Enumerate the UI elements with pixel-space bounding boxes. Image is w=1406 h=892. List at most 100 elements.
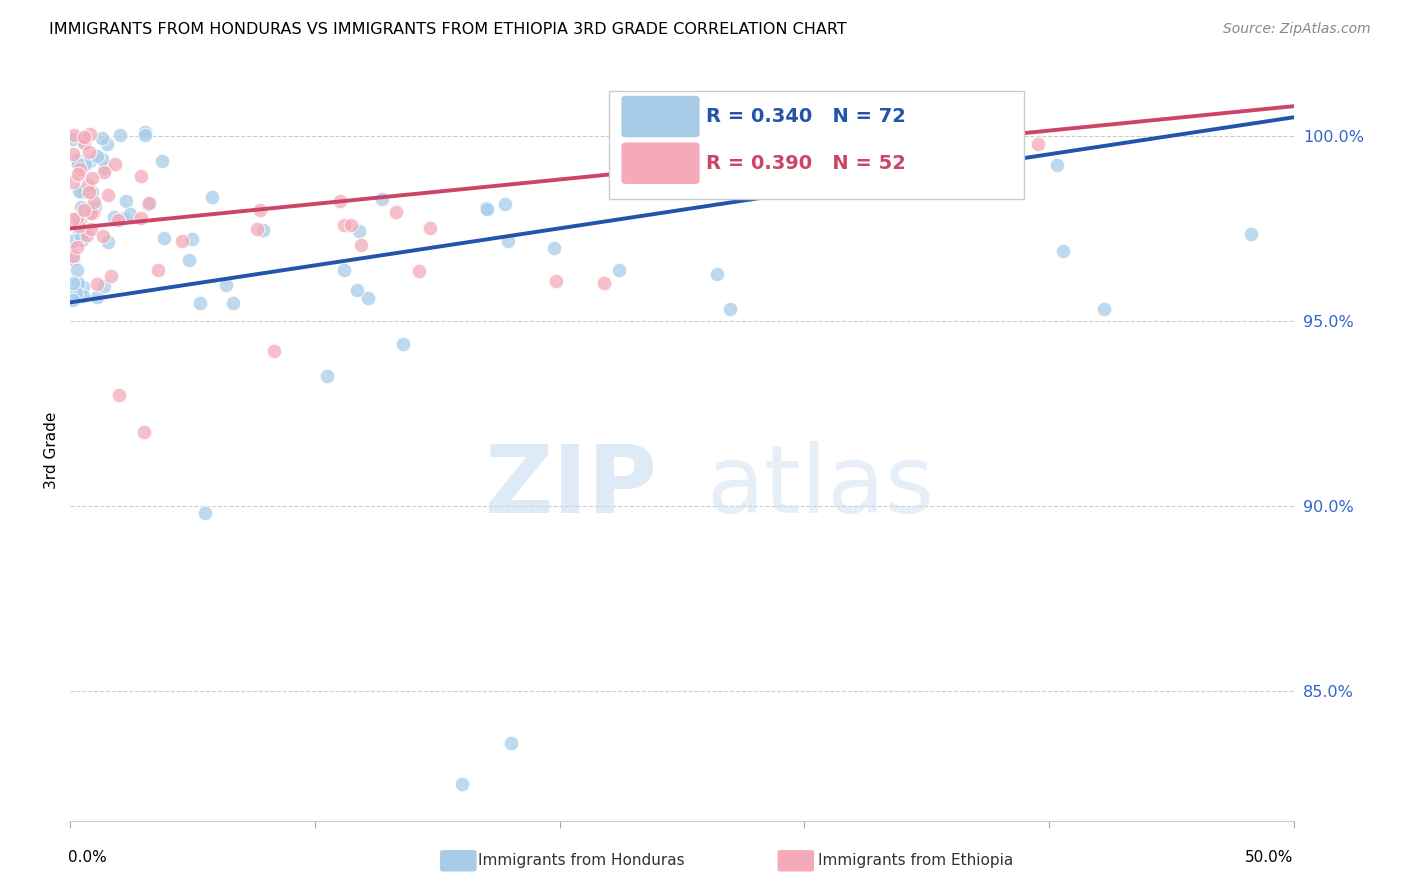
Point — [66, 211, 89, 225]
Point — [108, 128, 131, 142]
Point — [79, 205, 101, 219]
Point — [172, 234, 194, 248]
Y-axis label: 3rd Grade: 3rd Grade — [44, 412, 59, 489]
Point — [67, 226, 90, 240]
FancyBboxPatch shape — [609, 91, 1025, 199]
Point — [66, 262, 89, 277]
Point — [80, 170, 103, 185]
Point — [249, 203, 271, 218]
Point — [72, 289, 94, 303]
Point — [496, 234, 519, 248]
Point — [90, 131, 112, 145]
Point — [391, 337, 413, 351]
Point — [66, 157, 89, 171]
Point — [91, 152, 114, 166]
Point — [1092, 302, 1115, 317]
Text: IMMIGRANTS FROM HONDURAS VS IMMIGRANTS FROM ETHIOPIA 3RD GRADE CORRELATION CHART: IMMIGRANTS FROM HONDURAS VS IMMIGRANTS F… — [49, 22, 846, 37]
Point — [73, 130, 96, 145]
Point — [136, 197, 159, 211]
Point — [112, 211, 135, 225]
Point — [62, 212, 84, 227]
FancyBboxPatch shape — [621, 95, 700, 138]
Point — [332, 219, 354, 233]
Point — [706, 268, 728, 282]
Point — [80, 186, 103, 200]
Point — [93, 279, 115, 293]
Point — [499, 736, 522, 750]
Point — [150, 153, 173, 168]
Point — [65, 286, 87, 301]
Point — [100, 268, 122, 283]
Point — [86, 148, 108, 162]
Point — [73, 157, 96, 171]
Point — [340, 218, 363, 232]
Point — [96, 136, 118, 151]
Point — [419, 221, 441, 235]
Point — [875, 134, 897, 148]
Text: Immigrants from Honduras: Immigrants from Honduras — [478, 854, 685, 868]
Point — [93, 165, 115, 179]
Point — [181, 232, 204, 246]
Point — [69, 213, 91, 227]
Point — [73, 203, 96, 218]
Point — [70, 185, 93, 199]
Point — [1046, 158, 1069, 172]
Text: R = 0.340   N = 72: R = 0.340 N = 72 — [706, 107, 907, 126]
Point — [73, 136, 96, 150]
Point — [450, 776, 472, 790]
Point — [79, 145, 101, 159]
Point — [357, 291, 380, 305]
Point — [932, 159, 955, 173]
Point — [62, 293, 84, 308]
Point — [177, 252, 200, 267]
Point — [543, 241, 565, 255]
Point — [153, 231, 176, 245]
Text: ZIP: ZIP — [485, 442, 658, 533]
Point — [80, 222, 103, 236]
Point — [118, 206, 141, 220]
Point — [346, 283, 368, 297]
Point — [83, 195, 105, 210]
Point — [607, 263, 630, 277]
Point — [62, 234, 84, 248]
Point — [129, 169, 152, 183]
Point — [97, 187, 120, 202]
Point — [316, 369, 339, 384]
Point — [79, 154, 101, 169]
Text: 0.0%: 0.0% — [67, 850, 107, 865]
Point — [107, 212, 129, 227]
Point — [86, 290, 108, 304]
Point — [384, 205, 406, 219]
Point — [62, 132, 84, 146]
Point — [148, 262, 170, 277]
Point — [67, 184, 90, 198]
Point — [103, 210, 125, 224]
Point — [332, 263, 354, 277]
Point — [62, 175, 84, 189]
Point — [1026, 136, 1049, 151]
Point — [370, 192, 392, 206]
Point — [263, 344, 285, 359]
Point — [86, 277, 108, 291]
Point — [1052, 244, 1074, 258]
Point — [252, 222, 274, 236]
Point — [188, 296, 211, 310]
Point — [62, 146, 84, 161]
Point — [70, 228, 93, 243]
Point — [114, 194, 136, 208]
Point — [94, 161, 117, 176]
Point — [83, 200, 105, 214]
Point — [1240, 227, 1263, 242]
Point — [134, 125, 156, 139]
Point — [246, 222, 269, 236]
Point — [77, 178, 100, 193]
Point — [718, 301, 741, 316]
Point — [104, 157, 127, 171]
Point — [62, 276, 84, 290]
Point — [66, 276, 89, 290]
FancyBboxPatch shape — [621, 142, 700, 185]
Point — [97, 235, 120, 250]
Point — [66, 167, 89, 181]
Point — [108, 388, 131, 402]
Point — [347, 224, 370, 238]
